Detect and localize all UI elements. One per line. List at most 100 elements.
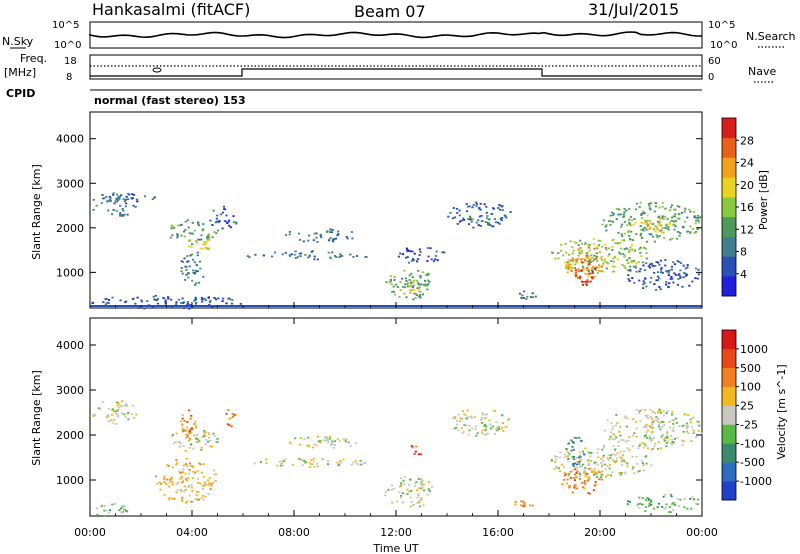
echo-cell — [694, 267, 698, 270]
echo-cell — [571, 441, 574, 443]
echo-cell — [476, 432, 479, 435]
echo-cell — [639, 246, 642, 249]
echo-cell — [209, 299, 212, 302]
echo-cell — [672, 509, 675, 512]
echo-cell — [392, 290, 396, 293]
echo-cell — [628, 257, 631, 259]
echo-cell — [646, 222, 649, 225]
echo-cell — [682, 225, 685, 228]
echo-cell — [410, 272, 413, 275]
echo-cell — [689, 418, 692, 421]
echo-cell — [593, 461, 596, 464]
colorbar-segment — [722, 443, 736, 463]
echo-cell — [116, 409, 119, 412]
echo-cell — [583, 471, 586, 473]
echo-cell — [395, 283, 398, 286]
echo-cell — [117, 199, 120, 202]
echo-cell — [648, 424, 651, 427]
echo-cell — [647, 499, 650, 502]
echo-cell — [409, 284, 412, 287]
echo-cell — [408, 279, 411, 281]
echo-cell — [115, 401, 118, 404]
echo-cell — [208, 476, 211, 479]
echo-cell — [651, 437, 654, 440]
echo-cell — [417, 283, 420, 286]
echo-cell — [183, 485, 186, 488]
echo-region — [209, 205, 238, 230]
echo-cell — [666, 430, 669, 433]
echo-cell — [669, 206, 673, 209]
echo-cell — [389, 278, 392, 281]
echo-cell — [434, 258, 437, 261]
echo-cell — [571, 257, 574, 260]
echo-cell — [123, 213, 126, 216]
echo-cell — [603, 463, 606, 466]
echo-cell — [604, 243, 607, 246]
echo-cell — [668, 221, 671, 224]
echo-cell — [427, 279, 430, 282]
echo-cell — [298, 239, 302, 241]
echo-cell — [112, 192, 115, 195]
echo-cell — [125, 300, 128, 303]
echo-cell — [400, 477, 403, 480]
echo-cell — [192, 470, 195, 473]
echo-cell — [405, 296, 408, 299]
echo-cell — [675, 237, 679, 240]
echo-cell — [396, 286, 399, 288]
echo-cell — [573, 462, 577, 465]
echo-cell — [421, 486, 424, 489]
echo-cell — [202, 275, 205, 278]
echo-cell — [587, 246, 590, 249]
echo-cell — [232, 221, 236, 224]
echo-cell — [667, 437, 670, 440]
echo-cell — [664, 259, 667, 261]
echo-cell — [611, 428, 614, 431]
echo-cell — [645, 423, 648, 426]
echo-cell — [101, 194, 104, 196]
echo-cell — [418, 505, 421, 508]
echo-cell — [419, 275, 422, 277]
echo-cell — [585, 254, 588, 257]
echo-cell — [414, 450, 417, 453]
echo-cell — [629, 269, 632, 271]
echo-cell — [584, 280, 587, 283]
echo-cell — [693, 232, 696, 234]
echo-cell — [580, 261, 583, 263]
echo-cell — [601, 245, 604, 248]
echo-cell — [92, 208, 95, 211]
echo-cell — [420, 497, 423, 499]
echo-cell — [683, 506, 686, 508]
echo-cell — [582, 463, 585, 466]
echo-cell — [587, 275, 590, 278]
echo-cell — [672, 423, 675, 425]
echo-cell — [628, 207, 631, 210]
echo-cell — [553, 455, 557, 458]
echo-cell — [642, 227, 645, 230]
echo-cell — [584, 243, 587, 246]
echo-cell — [427, 488, 430, 491]
echo-cell — [458, 220, 462, 223]
echo-cell — [611, 211, 614, 214]
echo-cell — [193, 423, 196, 425]
echo-cell — [678, 217, 681, 220]
echo-region — [95, 503, 129, 517]
echo-cell — [658, 286, 661, 288]
echo-cell — [419, 251, 422, 253]
echo-cell — [417, 453, 420, 456]
echo-cell — [599, 257, 602, 260]
echo-cell — [188, 472, 191, 475]
echo-cell — [317, 440, 320, 443]
echo-cell — [104, 298, 107, 300]
echo-cell — [471, 206, 474, 209]
echo-cell — [212, 469, 216, 472]
echo-cell — [123, 413, 126, 416]
echo-cell — [453, 416, 456, 419]
echo-cell — [187, 276, 190, 279]
echo-cell — [570, 439, 573, 442]
echo-region — [629, 214, 676, 234]
echo-cell — [669, 435, 672, 437]
echo-cell — [316, 465, 319, 468]
echo-cell — [567, 485, 570, 487]
echo-cell — [304, 461, 307, 463]
echo-cell — [661, 271, 664, 274]
